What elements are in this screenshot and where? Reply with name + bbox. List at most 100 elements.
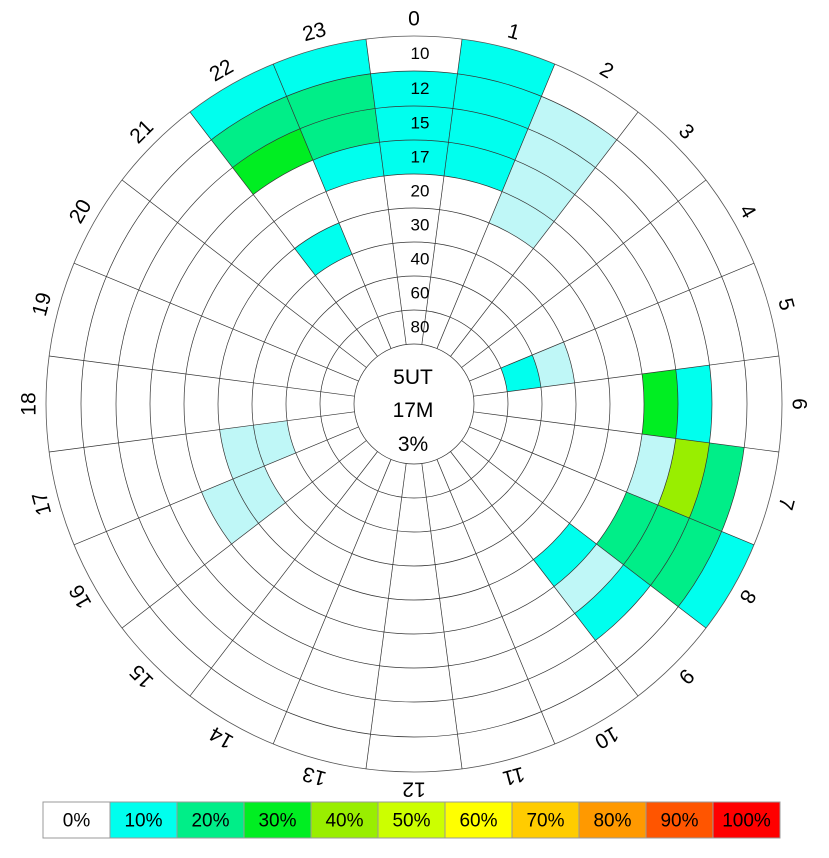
grid-spoke	[473, 355, 779, 397]
legend-label: 20%	[191, 811, 229, 832]
heatmap-cell	[201, 479, 259, 545]
heatmap-cell	[452, 73, 542, 129]
ring-label: 20	[411, 182, 430, 201]
grid-spoke	[461, 179, 707, 368]
legend-label: 80%	[593, 811, 631, 832]
grid-spoke	[272, 459, 392, 745]
hour-label: 8	[735, 586, 761, 608]
heatmap-cell	[294, 222, 353, 276]
heatmap-cell	[286, 73, 376, 129]
hour-label: 16	[65, 581, 97, 613]
ring-label: 40	[411, 250, 430, 269]
grid-ring	[80, 70, 748, 738]
grid-ring	[115, 105, 713, 703]
heatmap-cells	[189, 39, 754, 641]
heatmap-cell	[574, 564, 651, 641]
hour-label: 4	[735, 201, 761, 223]
heatmap-cell	[642, 369, 679, 439]
grid-ring	[353, 343, 475, 465]
legend-swatch	[377, 801, 446, 839]
legend-label: 90%	[660, 811, 698, 832]
hour-label: 6	[788, 398, 811, 410]
grid-spoke	[436, 459, 556, 745]
grid-spoke	[73, 426, 359, 546]
grid-spoke	[436, 63, 556, 349]
ring-label: 60	[411, 284, 430, 303]
legend-swatch	[310, 801, 379, 839]
legend-label: 10%	[124, 811, 162, 832]
heatmap-cell	[678, 531, 754, 629]
hour-label: 0	[408, 8, 420, 31]
grid-ring	[149, 139, 679, 669]
grid-spoke	[473, 411, 779, 453]
legend-label: 70%	[526, 811, 564, 832]
grid-ring	[319, 309, 509, 499]
hour-label: 17	[28, 489, 56, 518]
center-info: 5UT 17M 3%	[393, 366, 434, 456]
hour-label: 12	[402, 778, 425, 801]
grid-spoke	[469, 262, 755, 382]
legend-label: 30%	[258, 811, 296, 832]
legend-label: 100%	[722, 811, 771, 832]
heatmap-cell	[370, 71, 458, 109]
ring-label: 12	[411, 79, 430, 98]
grid-spoke	[450, 451, 639, 697]
grid-spoke	[189, 111, 378, 357]
heatmap-cell	[623, 505, 690, 586]
heatmap-cell	[554, 544, 624, 614]
grid-spoke	[189, 451, 378, 697]
grid-spoke	[73, 262, 359, 382]
heatmap-cell	[515, 128, 596, 195]
heatmap-cell	[650, 518, 722, 607]
hour-label: 23	[300, 18, 329, 46]
grid-ring	[183, 173, 645, 635]
legend-label: 40%	[325, 811, 363, 832]
legend-swatch	[42, 801, 111, 839]
grid-ring	[285, 275, 543, 533]
hour-label: 19	[28, 290, 56, 319]
hour-label: 1	[505, 19, 522, 44]
hour-label: 18	[18, 392, 41, 415]
grid-spoke	[49, 355, 355, 397]
heatmap-cell	[379, 140, 449, 176]
grid-ring	[251, 241, 577, 567]
heatmap-cell	[219, 425, 265, 480]
hour-label: 11	[500, 762, 527, 790]
hour-label: 21	[125, 115, 158, 148]
legend-label: 0%	[63, 811, 91, 832]
hour-label: 5	[773, 296, 798, 313]
legend-swatch	[712, 801, 781, 839]
heatmap-cell	[232, 128, 313, 195]
heatmap-cell	[312, 142, 384, 192]
center-text-ut: 5UT	[393, 366, 433, 389]
hour-label: 13	[300, 762, 329, 790]
legend-swatch	[578, 801, 647, 839]
heatmap-cell	[502, 160, 575, 222]
center-text-month: 17M	[393, 399, 434, 422]
legend-swatch	[109, 801, 178, 839]
heatmap-cell	[273, 39, 371, 97]
hour-label: 7	[773, 495, 798, 512]
grid-spoke	[469, 426, 755, 546]
color-legend: 0% 10% 20% 30% 40% 50% 60% 70% 80% 90% 100%	[42, 801, 781, 839]
legend-label: 60%	[459, 811, 497, 832]
heatmap-cell	[532, 342, 575, 388]
heatmap-cell	[232, 465, 286, 524]
heatmap-cell	[533, 523, 597, 587]
grid-spoke	[450, 111, 639, 357]
heatmap-cell	[375, 106, 453, 143]
grid-spoke	[365, 463, 407, 769]
grid-spoke	[421, 39, 463, 345]
grid-spoke	[121, 440, 367, 629]
heatmap-cell	[596, 492, 658, 565]
hour-label: 9	[674, 664, 699, 689]
grid-spoke	[421, 463, 463, 769]
hour-label: 20	[65, 196, 97, 228]
ring-labels: 10 12 15 17 20 30 40 60 80	[411, 44, 430, 337]
hour-label: 10	[591, 722, 623, 754]
heatmap-cell	[444, 142, 516, 192]
legend-swatch	[645, 801, 714, 839]
grid-spoke	[272, 63, 392, 349]
heatmap-cell	[489, 191, 555, 249]
